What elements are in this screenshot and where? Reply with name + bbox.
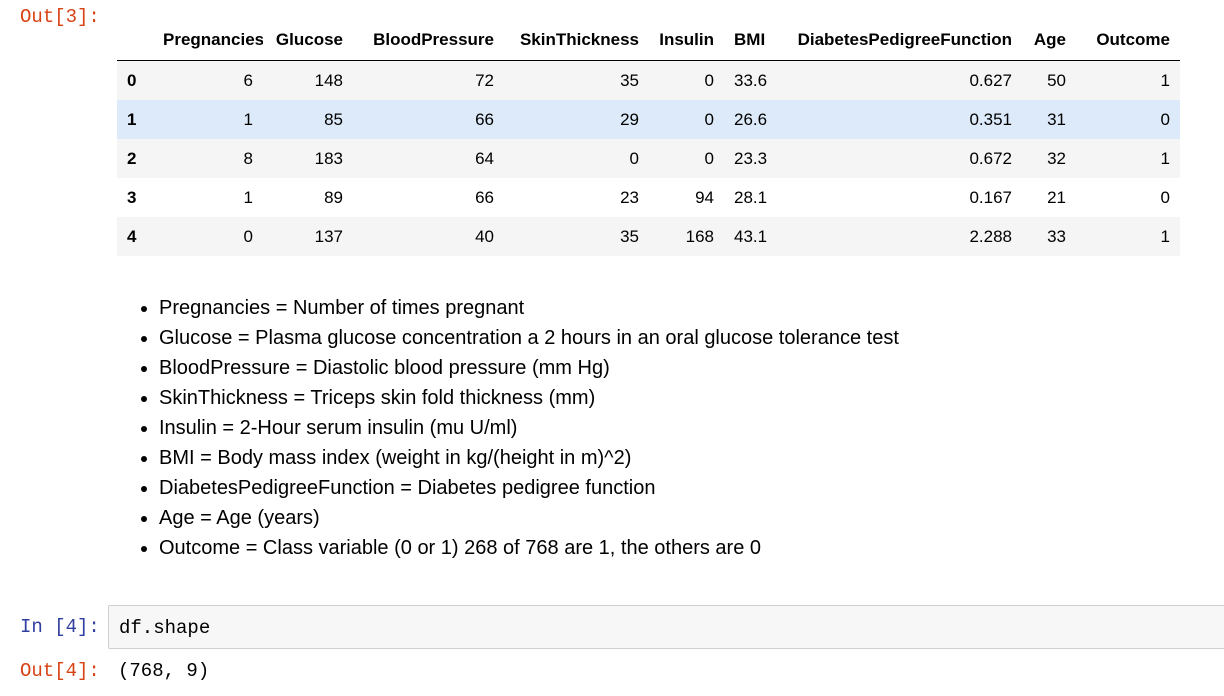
table-cell: 0 — [629, 148, 639, 168]
table-cell: 64 — [475, 148, 494, 168]
table-cell: 0 — [1160, 109, 1170, 129]
table-cell: 0 — [704, 109, 714, 129]
table-cell: 33 — [1047, 226, 1066, 246]
index-header — [117, 20, 153, 61]
list-item: Insulin = 2-Hour serum insulin (mu U/ml) — [159, 413, 899, 443]
table-cell: 8 — [243, 148, 253, 168]
table-cell: 1 — [1160, 148, 1170, 168]
list-item: Glucose = Plasma glucose concentration a… — [159, 323, 899, 353]
column-header: DiabetesPedigreeFunction — [778, 20, 1022, 61]
table-cell: 35 — [620, 226, 639, 246]
table-cell: 26.6 — [734, 109, 768, 129]
table-cell: 66 — [475, 187, 494, 207]
out-prompt-4: Out[4]: — [20, 660, 100, 682]
list-item: BloodPressure = Diastolic blood pressure… — [159, 353, 899, 383]
table-cell: 6 — [243, 70, 253, 90]
column-header: Insulin — [649, 20, 724, 61]
list-item: Outcome = Class variable (0 or 1) 268 of… — [159, 533, 899, 563]
table-row: 0 6 148 72 35 0 33.6 0.627 50 1 — [117, 60, 1180, 100]
table-cell: 66 — [475, 109, 494, 129]
table-row: 1 1 85 66 29 0 26.6 0.351 31 0 — [117, 100, 1180, 139]
table-cell: 148 — [314, 70, 343, 90]
table-cell: 89 — [324, 187, 343, 207]
table-cell: 0 — [1160, 187, 1170, 207]
code-input-cell[interactable]: df.shape — [108, 605, 1224, 649]
table-cell: 94 — [695, 187, 714, 207]
list-item: SkinThickness = Triceps skin fold thickn… — [159, 383, 899, 413]
table-cell: 183 — [314, 148, 343, 168]
column-header: Outcome — [1076, 20, 1180, 61]
table-cell: 0.167 — [969, 187, 1012, 207]
list-item: BMI = Body mass index (weight in kg/(hei… — [159, 443, 899, 473]
table-cell: 72 — [475, 70, 494, 90]
table-cell: 23.3 — [734, 148, 768, 168]
table-cell: 0.351 — [969, 109, 1012, 129]
row-index: 4 — [127, 226, 137, 246]
column-header: Glucose — [263, 20, 353, 61]
table-row: 3 1 89 66 23 94 28.1 0.167 21 0 — [117, 178, 1180, 217]
row-index: 1 — [127, 109, 137, 129]
table-cell: 137 — [314, 226, 343, 246]
column-header: SkinThickness — [504, 20, 649, 61]
table-header-row: Pregnancies Glucose BloodPressure SkinTh… — [117, 20, 1180, 61]
column-header: BMI — [724, 20, 778, 61]
table-cell: 31 — [1047, 109, 1066, 129]
in-prompt-4: In [4]: — [20, 616, 100, 638]
list-item: DiabetesPedigreeFunction = Diabetes pedi… — [159, 473, 899, 503]
column-header: BloodPressure — [353, 20, 504, 61]
table-cell: 40 — [475, 226, 494, 246]
list-item: Age = Age (years) — [159, 503, 899, 533]
table-cell: 0 — [243, 226, 253, 246]
out-prompt-3: Out[3]: — [20, 6, 100, 28]
table-cell: 85 — [324, 109, 343, 129]
table-cell: 0 — [704, 70, 714, 90]
table-cell: 23 — [620, 187, 639, 207]
table-cell: 35 — [620, 70, 639, 90]
column-header: Pregnancies — [153, 20, 263, 61]
table-cell: 0.627 — [969, 70, 1012, 90]
table-cell: 1 — [1160, 70, 1170, 90]
table-row: 4 0 137 40 35 168 43.1 2.288 33 1 — [117, 217, 1180, 256]
table-cell: 29 — [620, 109, 639, 129]
table-cell: 0 — [704, 148, 714, 168]
row-index: 3 — [127, 187, 137, 207]
column-description-list: Pregnancies = Number of times pregnantGl… — [139, 293, 899, 563]
column-header: Age — [1022, 20, 1076, 61]
table-cell: 33.6 — [734, 70, 768, 90]
table-cell: 168 — [685, 226, 714, 246]
row-index: 0 — [127, 70, 137, 90]
table-cell: 50 — [1047, 70, 1066, 90]
table-cell: 0.672 — [969, 148, 1012, 168]
table-cell: 32 — [1047, 148, 1066, 168]
table-cell: 1 — [1160, 226, 1170, 246]
table-cell: 21 — [1047, 187, 1066, 207]
table-cell: 1 — [243, 187, 253, 207]
table-cell: 28.1 — [734, 187, 768, 207]
table-row: 2 8 183 64 0 0 23.3 0.672 32 1 — [117, 139, 1180, 178]
table-cell: 43.1 — [734, 226, 768, 246]
list-item: Pregnancies = Number of times pregnant — [159, 293, 899, 323]
cell-output-text: (768, 9) — [118, 660, 210, 682]
row-index: 2 — [127, 148, 137, 168]
table-cell: 1 — [243, 109, 253, 129]
table-cell: 2.288 — [969, 226, 1012, 246]
dataframe-table: Pregnancies Glucose BloodPressure SkinTh… — [117, 20, 1180, 256]
